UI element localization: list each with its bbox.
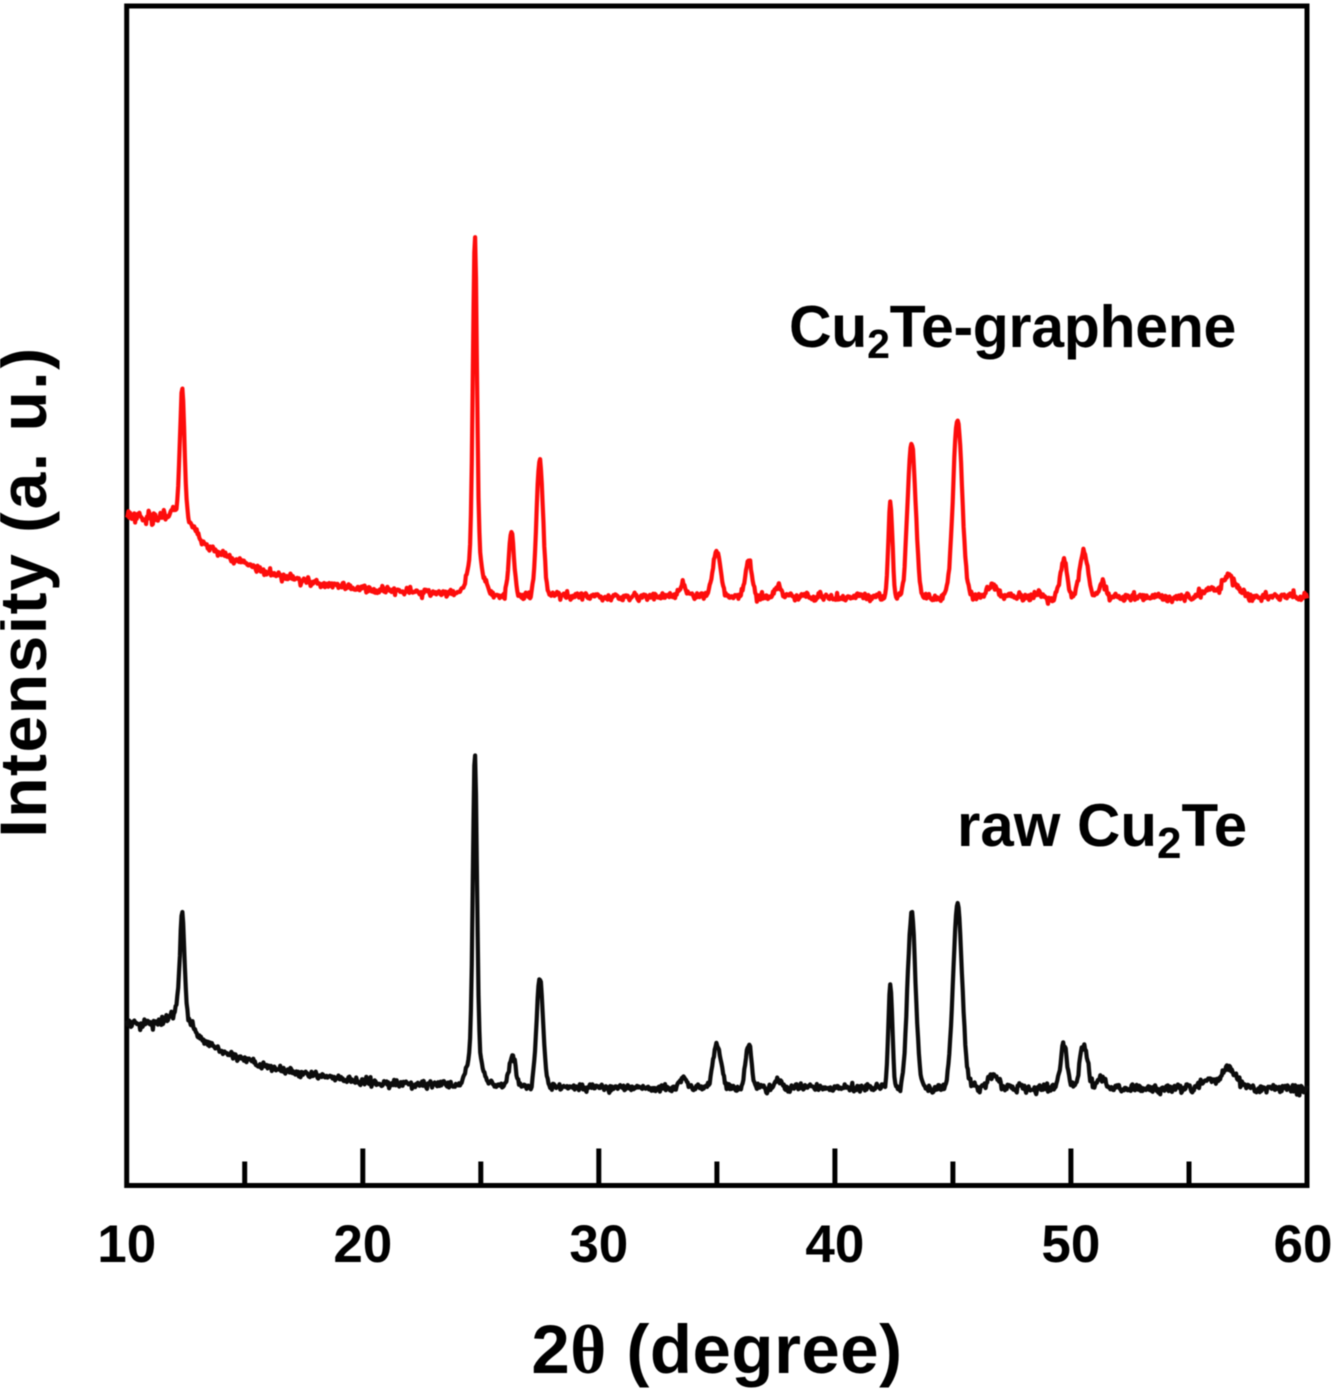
svg-text:Intensity (a. u.): Intensity (a. u.) [0,346,60,837]
svg-text:10: 10 [97,1215,156,1274]
svg-text:raw Cu2Te: raw Cu2Te [957,792,1247,868]
svg-text:20: 20 [333,1215,392,1274]
svg-text:40: 40 [805,1215,864,1274]
svg-text:2θ (degree): 2θ (degree) [531,1311,902,1388]
svg-text:Cu2Te-graphene: Cu2Te-graphene [789,294,1236,367]
svg-text:50: 50 [1041,1215,1100,1274]
svg-text:60: 60 [1274,1215,1333,1274]
svg-text:30: 30 [569,1215,628,1274]
